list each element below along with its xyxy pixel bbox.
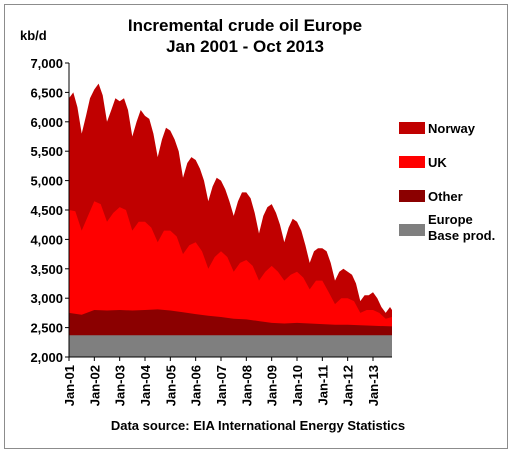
x-tick-label: Jan-09 bbox=[265, 365, 280, 406]
x-tick-label: Jan-03 bbox=[113, 365, 128, 406]
y-tick-label: 3,500 bbox=[30, 262, 63, 277]
x-tick-label: Jan-11 bbox=[315, 365, 330, 405]
y-tick-label: 5,000 bbox=[30, 174, 63, 189]
axes bbox=[65, 62, 392, 361]
data-source-note: Data source: EIA International Energy St… bbox=[111, 418, 405, 433]
y-tick-label: 3,000 bbox=[30, 291, 63, 306]
x-tick-label: Jan-07 bbox=[214, 365, 229, 406]
legend-label-other: Other bbox=[428, 189, 463, 204]
legend-label-europe-base-prod: Europe bbox=[428, 212, 473, 227]
x-tick-label: Jan-01 bbox=[62, 365, 77, 406]
legend-label-uk: UK bbox=[428, 155, 447, 170]
x-tick-labels: Jan-01 Jan-02 Jan-03 Jan-04 Jan-05 Jan-06 Jan-… bbox=[62, 364, 381, 406]
y-tick-label: 5,500 bbox=[30, 144, 63, 159]
y-tick-label: 2,000 bbox=[30, 350, 63, 365]
x-tick-label: Jan-05 bbox=[163, 365, 178, 406]
y-tick-label: 6,000 bbox=[30, 115, 63, 130]
x-tick-label: Jan-12 bbox=[341, 365, 356, 406]
legend-label-norway: Norway bbox=[428, 121, 476, 136]
chart-title-line-2: Jan 2001 - Oct 2013 bbox=[166, 37, 324, 56]
y-tick-label: 6,500 bbox=[30, 85, 63, 100]
y-tick-label: 4,000 bbox=[30, 232, 63, 247]
legend-swatch-other bbox=[399, 190, 425, 202]
plot-areas bbox=[69, 83, 392, 357]
y-tick-label: 4,500 bbox=[30, 203, 63, 218]
legend-swatch-uk bbox=[399, 156, 425, 168]
x-tick-label: Jan-10 bbox=[290, 365, 305, 406]
legend-swatch-norway bbox=[399, 122, 425, 134]
x-tick-label: Jan-02 bbox=[87, 365, 102, 406]
y-axis-unit-label: kb/d bbox=[20, 28, 47, 43]
x-tick-label: Jan-06 bbox=[189, 365, 204, 406]
x-tick-label: Jan-04 bbox=[138, 364, 153, 406]
chart-title-line-1: Incremental crude oil Europe bbox=[128, 16, 362, 35]
y-tick-label: 7,000 bbox=[30, 56, 63, 71]
legend-swatch-europe-base-prod bbox=[399, 224, 425, 236]
x-tick-label: Jan-13 bbox=[366, 365, 381, 406]
area-series-europe-base-prod bbox=[69, 335, 392, 357]
x-tick-label: Jan-08 bbox=[239, 365, 254, 406]
y-tick-label: 2,500 bbox=[30, 321, 63, 336]
y-tick-labels: 2,000 2,500 3,000 3,500 4,000 4,500 5,000 5,500… bbox=[30, 56, 63, 365]
legend-label-europe-base-prod: Base prod. bbox=[428, 228, 495, 243]
